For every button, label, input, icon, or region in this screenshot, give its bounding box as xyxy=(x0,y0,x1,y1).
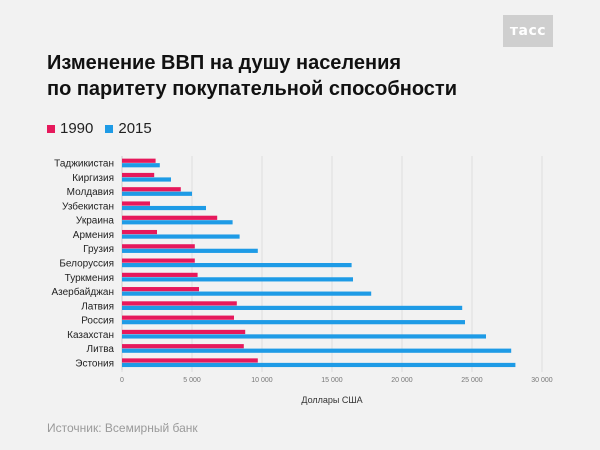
bar-1990-13 xyxy=(122,344,244,349)
bar-2015-3 xyxy=(122,205,206,211)
category-label: Грузия xyxy=(83,244,114,255)
bar-1990-14 xyxy=(122,358,258,363)
x-tick-label: 5 000 xyxy=(183,377,201,384)
bar-1990-11 xyxy=(122,315,234,320)
bar-1990-9 xyxy=(122,287,199,292)
category-label: Россия xyxy=(81,316,114,327)
chart-legend: 1990 2015 xyxy=(47,120,164,137)
bar-1990-3 xyxy=(122,201,150,206)
bar-1990-1 xyxy=(122,172,155,178)
bar-1990-7 xyxy=(122,258,195,263)
bar-2015-14 xyxy=(122,362,516,368)
category-label: Туркмения xyxy=(65,273,114,284)
legend-item-2015: 2015 xyxy=(105,120,152,137)
x-axis-label: Доллары США xyxy=(301,395,362,405)
bar-2015-11 xyxy=(122,320,465,325)
bar-1990-2 xyxy=(122,187,181,192)
x-tick-label: 20 000 xyxy=(391,377,413,384)
bar-1990-6 xyxy=(122,244,195,249)
category-label: Армения xyxy=(73,230,114,241)
category-label: Латвия xyxy=(81,301,114,312)
legend-item-1990: 1990 xyxy=(47,120,93,137)
legend-label-1990: 1990 xyxy=(60,120,94,137)
x-tick-label: 25 000 xyxy=(461,377,483,384)
x-tick-label: 0 xyxy=(120,377,124,384)
category-label: Узбекистан xyxy=(62,200,114,212)
chart-title-line-2: по паритету покупательной способности xyxy=(47,78,457,100)
bar-1990-5 xyxy=(122,229,157,235)
legend-label-2015: 2015 xyxy=(118,120,152,137)
bar-1990-12 xyxy=(122,329,246,335)
category-label: Эстония xyxy=(75,358,114,369)
bar-2015-6 xyxy=(122,248,258,253)
bar-2015-7 xyxy=(122,263,352,268)
bar-1990-4 xyxy=(122,215,218,220)
category-label: Киргизия xyxy=(72,173,114,184)
x-tick-label: 15 000 xyxy=(321,377,343,384)
bar-2015-2 xyxy=(122,191,192,196)
bar-1990-10 xyxy=(122,301,237,306)
category-label: Молдавия xyxy=(67,187,114,198)
category-label: Азербайджан xyxy=(51,286,114,298)
source-note: Источник: Всемирный банк xyxy=(47,421,198,435)
bar-2015-5 xyxy=(122,234,240,239)
legend-swatch-1990 xyxy=(47,124,55,133)
chart-title: Изменение ВВП на душу населения по парит… xyxy=(47,50,477,102)
chart-title-line-1: Изменение ВВП на душу населения xyxy=(47,52,402,74)
bar-2015-12 xyxy=(122,334,486,339)
bar-1990-8 xyxy=(122,272,198,277)
bar-2015-10 xyxy=(122,305,463,310)
legend-swatch-2015 xyxy=(105,124,114,133)
bar-2015-13 xyxy=(122,348,512,353)
category-label: Белоруссия xyxy=(59,259,114,270)
bar-2015-9 xyxy=(122,291,372,296)
bar-2015-0 xyxy=(122,163,160,168)
category-label: Литва xyxy=(87,344,115,355)
bar-1990-0 xyxy=(122,158,156,163)
category-label: Казахстан xyxy=(67,330,114,341)
x-tick-label: 30 000 xyxy=(531,377,553,384)
category-label: Украина xyxy=(76,216,115,227)
bar-2015-1 xyxy=(122,177,171,182)
bar-2015-4 xyxy=(122,220,233,225)
category-label: Таджикистан xyxy=(54,159,114,170)
bar-2015-8 xyxy=(122,277,353,282)
x-tick-label: 10 000 xyxy=(251,377,273,384)
tass-logo: тасс xyxy=(503,15,553,47)
